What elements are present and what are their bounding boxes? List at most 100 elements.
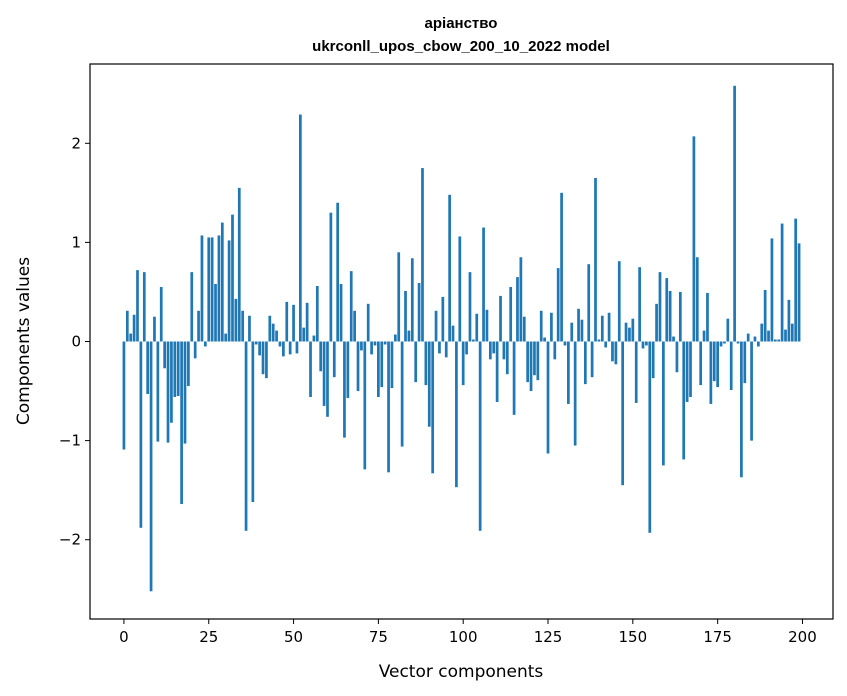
- bar-87: [417, 283, 421, 342]
- bar-89: [424, 341, 428, 386]
- bar-81: [397, 252, 401, 342]
- bar-191: [770, 238, 774, 342]
- bar-78: [387, 341, 390, 473]
- bar-91: [431, 341, 435, 474]
- x-tick-label-200: 200: [788, 628, 817, 646]
- bar-9: [153, 316, 156, 342]
- bar-134: [577, 308, 580, 342]
- y-tick-label-2: 2: [71, 134, 81, 152]
- bar-109: [492, 341, 496, 354]
- bar-39: [254, 341, 258, 345]
- bar-18: [183, 341, 187, 444]
- bar-29: [220, 222, 224, 342]
- bar-5: [139, 341, 143, 528]
- bar-160: [665, 278, 669, 342]
- bar-42: [265, 341, 268, 379]
- bar-72: [366, 303, 370, 342]
- bar-157: [655, 303, 658, 342]
- y-tick-label-1: 1: [71, 233, 81, 251]
- bar-129: [560, 192, 563, 342]
- bar-172: [706, 292, 709, 342]
- bar-138: [590, 341, 594, 378]
- y-axis-label: Components values: [14, 257, 34, 425]
- bar-131: [567, 341, 570, 404]
- bar-147: [621, 341, 625, 486]
- bar-32: [231, 214, 234, 342]
- bar-177: [723, 341, 726, 344]
- bar-188: [760, 323, 764, 342]
- bar-197: [790, 323, 794, 342]
- bar-97: [451, 325, 455, 342]
- bar-10: [156, 341, 160, 442]
- bar-98: [455, 341, 458, 488]
- y-tick-label--1: −1: [59, 432, 81, 450]
- bar-140: [597, 339, 601, 342]
- bar-186: [753, 336, 757, 342]
- bar-88: [421, 168, 424, 342]
- bar-57: [315, 286, 319, 342]
- bar-13: [166, 341, 170, 443]
- x-tick-label-150: 150: [619, 628, 648, 646]
- bar-176: [719, 341, 723, 347]
- bar-149: [628, 327, 631, 342]
- bar-113: [505, 341, 509, 375]
- bar-182: [740, 341, 743, 478]
- bar-95: [444, 341, 448, 358]
- bar-121: [533, 341, 536, 376]
- bar-36: [244, 341, 248, 531]
- bar-16: [176, 341, 180, 397]
- bar-110: [495, 341, 499, 402]
- bar-82: [400, 341, 404, 447]
- bar-21: [193, 341, 197, 359]
- bar-117: [519, 257, 523, 342]
- bar-168: [692, 136, 696, 342]
- bar-31: [227, 240, 231, 342]
- bar-43: [268, 315, 272, 342]
- bar-104: [475, 313, 479, 342]
- bar-85: [410, 258, 414, 342]
- bar-60: [326, 341, 329, 417]
- bar-133: [573, 341, 577, 446]
- bar-194: [780, 223, 784, 342]
- bar-62: [332, 341, 336, 378]
- bar-44: [271, 323, 275, 342]
- bar-139: [594, 177, 597, 342]
- bar-74: [373, 341, 377, 346]
- bar-64: [339, 284, 343, 342]
- bar-112: [502, 341, 506, 360]
- bar-155: [648, 341, 652, 533]
- bar-102: [468, 272, 472, 342]
- bar-33: [234, 298, 238, 342]
- bars-group: [122, 85, 801, 592]
- bar-2: [129, 333, 133, 342]
- bar-108: [488, 341, 492, 360]
- bar-190: [767, 330, 770, 342]
- bar-106: [482, 227, 485, 342]
- bar-154: [645, 341, 648, 346]
- bar-124: [543, 337, 546, 342]
- x-tick-label-0: 0: [119, 628, 129, 646]
- bar-103: [472, 339, 475, 342]
- chart-title-line2: ukrconll_upos_cbow_200_10_2022 model: [312, 38, 610, 55]
- plot-frame: [89, 63, 834, 620]
- bar-71: [363, 341, 367, 470]
- bar-68: [353, 310, 356, 342]
- x-axis-label: Vector components: [379, 662, 544, 682]
- bar-86: [414, 341, 418, 383]
- bar-27: [214, 284, 217, 342]
- bar-114: [509, 286, 513, 342]
- bar-94: [441, 296, 445, 342]
- bar-8: [149, 341, 153, 592]
- bar-56: [312, 335, 316, 342]
- bar-0: [122, 341, 126, 450]
- chart-title-line1: аріанство: [425, 15, 498, 32]
- bar-19: [187, 341, 190, 387]
- bar-92: [434, 310, 438, 342]
- bar-137: [587, 264, 591, 342]
- bar-179: [729, 341, 733, 391]
- bar-77: [383, 341, 387, 345]
- bar-116: [516, 277, 519, 342]
- bar-193: [777, 339, 781, 342]
- bar-118: [522, 316, 526, 342]
